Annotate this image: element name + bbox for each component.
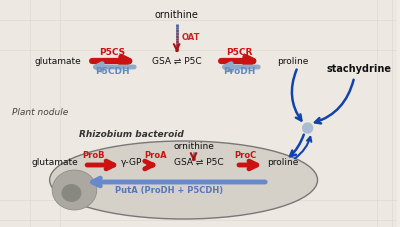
FancyArrowPatch shape (295, 137, 311, 158)
Text: stachydrine: stachydrine (327, 64, 392, 74)
Text: Rhizobium bacteroid: Rhizobium bacteroid (79, 130, 184, 139)
Text: PutA (ProDH + P5CDH): PutA (ProDH + P5CDH) (115, 186, 223, 195)
FancyArrowPatch shape (315, 80, 354, 123)
Text: ornithine: ornithine (155, 10, 198, 20)
Text: glutamate: glutamate (34, 57, 81, 66)
Text: ProC: ProC (234, 151, 257, 160)
Text: OAT: OAT (182, 33, 200, 42)
Text: ProA: ProA (144, 151, 167, 160)
FancyArrowPatch shape (292, 69, 301, 121)
Text: ProDH: ProDH (224, 67, 256, 76)
Ellipse shape (52, 170, 97, 210)
Text: proline: proline (267, 158, 298, 167)
Text: P5CDH: P5CDH (95, 67, 130, 76)
Text: ornithine: ornithine (173, 142, 214, 151)
Text: GSA ⇌ P5C: GSA ⇌ P5C (174, 158, 223, 167)
Circle shape (303, 123, 312, 133)
Ellipse shape (62, 184, 81, 202)
Text: P5CS: P5CS (99, 48, 125, 57)
Text: P5CR: P5CR (226, 48, 253, 57)
Text: ProB: ProB (82, 151, 104, 160)
Text: proline: proline (277, 57, 308, 66)
Ellipse shape (50, 141, 318, 219)
FancyArrowPatch shape (290, 135, 304, 156)
Text: glutamate: glutamate (31, 158, 78, 167)
Text: Plant nodule: Plant nodule (12, 108, 68, 117)
Text: GSA ⇌ P5C: GSA ⇌ P5C (152, 57, 202, 66)
Text: γ-GP: γ-GP (121, 158, 143, 167)
